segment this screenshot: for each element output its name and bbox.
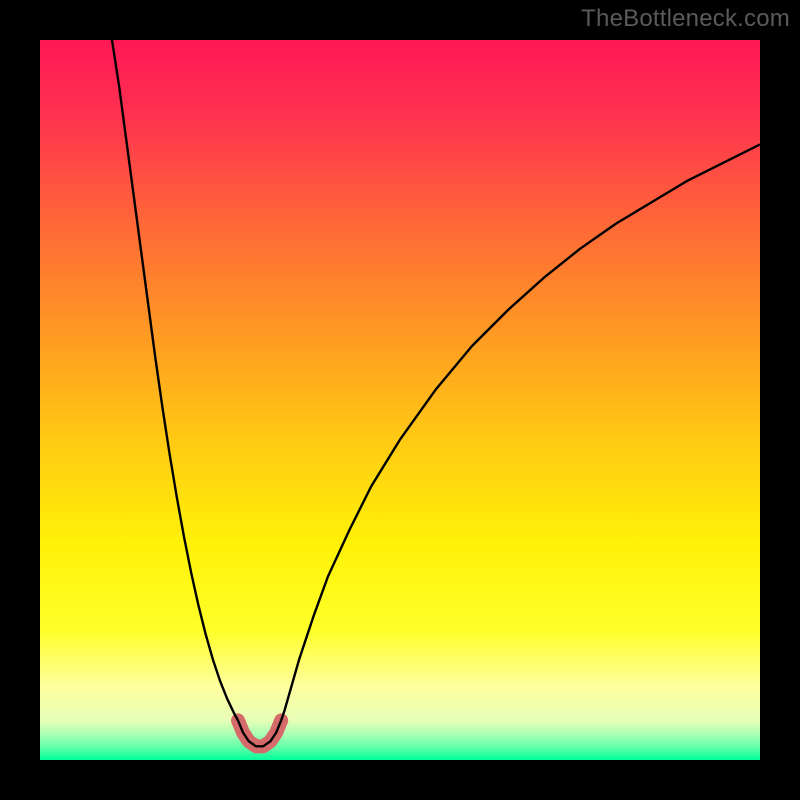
outer-frame: TheBottleneck.com xyxy=(0,0,800,800)
bottleneck-chart-svg xyxy=(40,40,760,760)
watermark-text: TheBottleneck.com xyxy=(581,5,790,33)
chart-background xyxy=(40,40,760,760)
plot-area xyxy=(40,40,760,760)
